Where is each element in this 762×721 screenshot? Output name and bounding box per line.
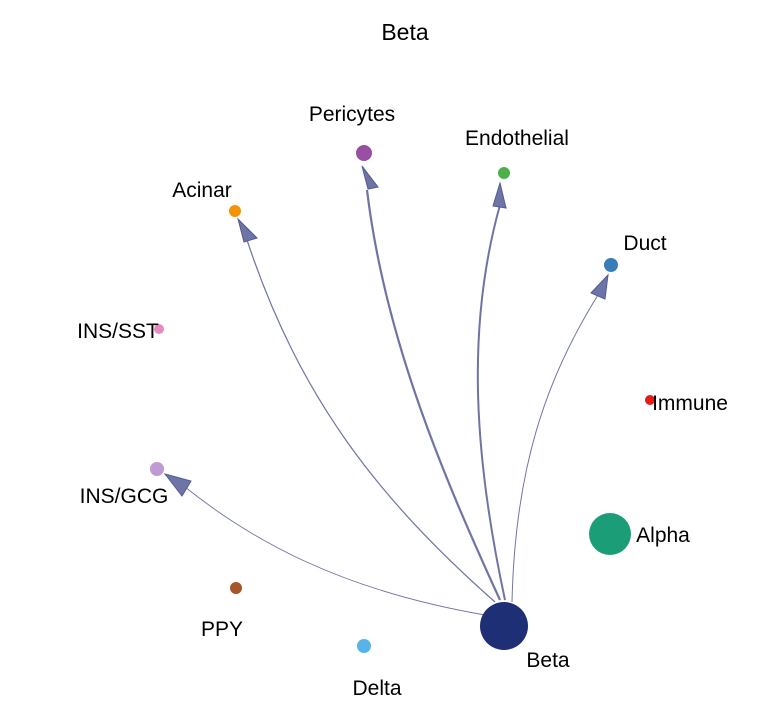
node-label-endothelial: Endothelial (465, 127, 569, 150)
node-dot-acinar (229, 205, 241, 217)
node-label-immune: Immune (652, 392, 728, 415)
node-ppy[interactable]: PPY (201, 582, 243, 641)
edge-beta-insgcg (179, 482, 486, 616)
arrowhead-acinar (237, 217, 258, 243)
edges (163, 165, 609, 616)
node-label-beta: Beta (526, 649, 570, 672)
arrowhead-insgcg (163, 473, 192, 497)
node-dot-immune (645, 395, 655, 405)
node-immune[interactable]: Immune (645, 392, 728, 415)
node-dot-ppy (230, 582, 242, 594)
edge-beta-duct (511, 294, 599, 603)
node-dot-ins-sst (154, 324, 164, 334)
node-dot-duct (604, 258, 618, 272)
node-ins-sst[interactable]: INS/SST (77, 320, 164, 343)
node-dot-beta (480, 602, 528, 650)
edge-beta-pericytes (365, 189, 501, 601)
edge-beta-endothelial (476, 204, 506, 601)
arrowhead-pericytes (361, 165, 379, 190)
node-ins-gcg[interactable]: INS/GCG (80, 462, 169, 508)
node-label-acinar: Acinar (172, 179, 232, 202)
node-endothelial[interactable]: Endothelial (465, 127, 569, 179)
node-label-delta: Delta (352, 677, 401, 700)
arrowhead-duct (590, 273, 609, 300)
node-alpha[interactable]: Alpha (589, 513, 690, 555)
node-dot-endothelial (498, 167, 510, 179)
node-label-ins-sst: INS/SST (77, 320, 159, 343)
nodes: Pericytes Endothelial Acinar Duct INS/SS… (77, 103, 728, 700)
node-label-ins-gcg: INS/GCG (80, 485, 169, 508)
node-dot-alpha (589, 513, 631, 555)
edge-beta-acinar (246, 239, 496, 603)
node-acinar[interactable]: Acinar (172, 179, 241, 217)
arrowhead-endothelial (492, 181, 507, 209)
node-label-pericytes: Pericytes (309, 103, 395, 126)
diagram-title: Beta (381, 19, 429, 45)
node-label-ppy: PPY (201, 618, 243, 641)
node-dot-pericytes (356, 145, 372, 161)
node-label-alpha: Alpha (636, 524, 690, 547)
node-delta[interactable]: Delta (352, 639, 402, 700)
node-dot-delta (357, 639, 371, 653)
node-label-duct: Duct (623, 232, 666, 255)
node-beta[interactable]: Beta (480, 602, 570, 672)
node-duct[interactable]: Duct (604, 232, 667, 272)
node-pericytes[interactable]: Pericytes (309, 103, 395, 161)
node-dot-ins-gcg (150, 462, 164, 476)
